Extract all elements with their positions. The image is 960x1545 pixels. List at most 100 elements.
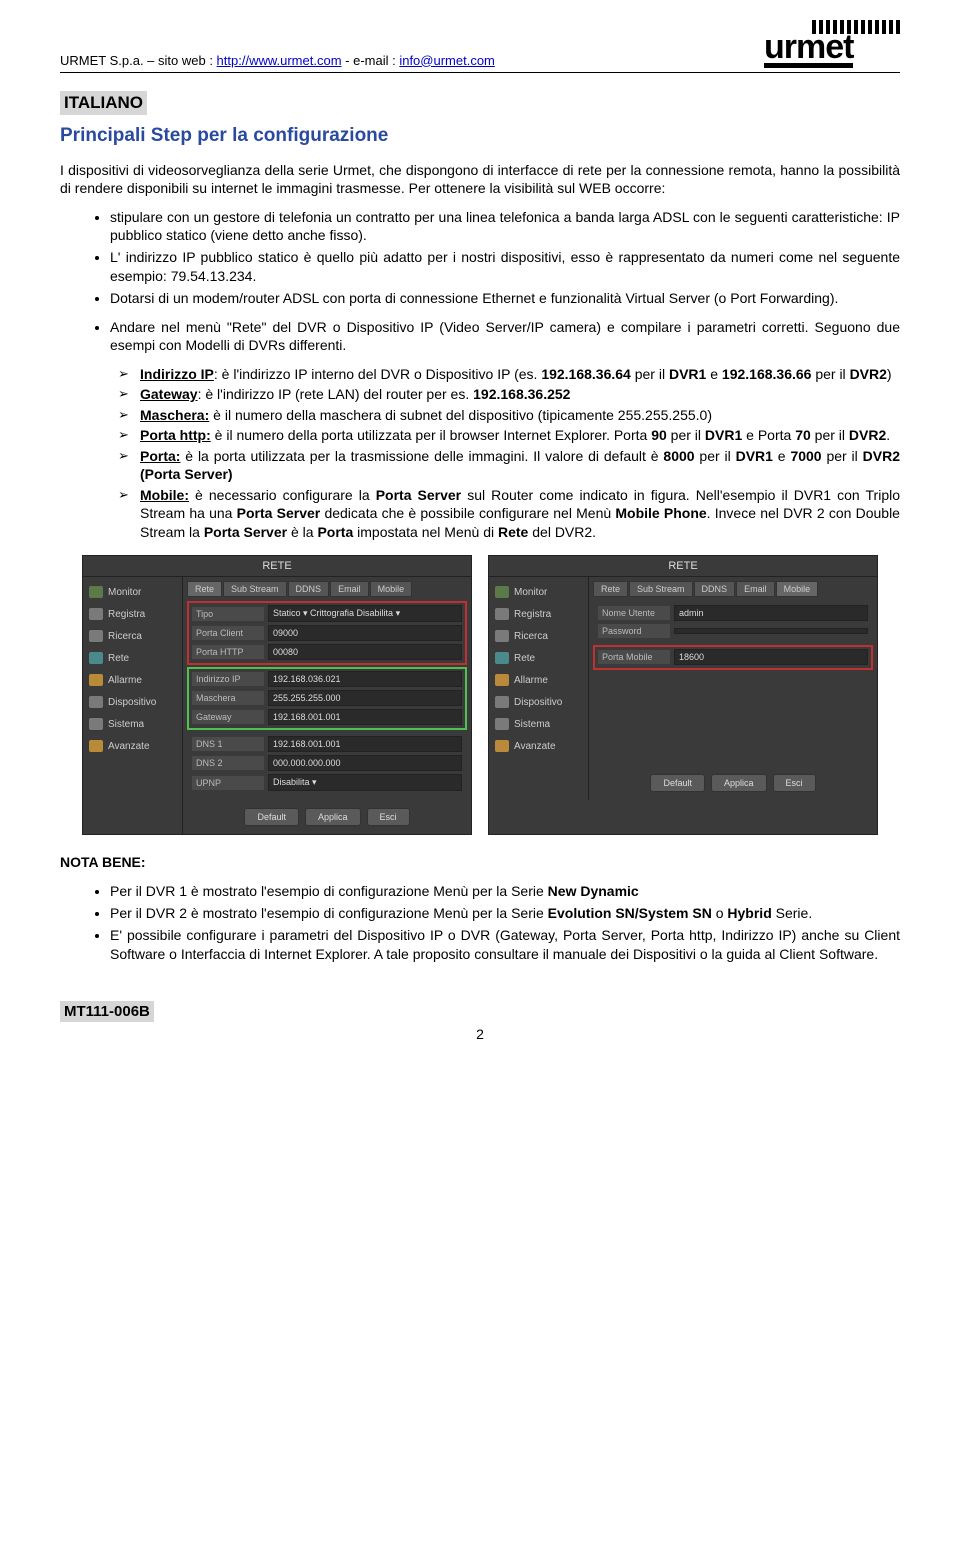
tab-substream[interactable]: Sub Stream xyxy=(223,581,287,597)
field-label: Porta Client xyxy=(192,626,264,640)
applica-button[interactable]: Applica xyxy=(711,774,767,792)
sidebar-item-allarme[interactable]: Allarme xyxy=(489,669,588,691)
field-porta-client[interactable]: 09000 xyxy=(268,625,462,641)
sidebar-item-ricerca[interactable]: Ricerca xyxy=(83,625,182,647)
email-link[interactable]: info@urmet.com xyxy=(399,53,495,68)
page-title: Principali Step per la configurazione xyxy=(60,125,900,147)
tab-rete[interactable]: Rete xyxy=(593,581,628,597)
sidebar-item-monitor[interactable]: Monitor xyxy=(489,581,588,603)
tab-ddns[interactable]: DDNS xyxy=(288,581,330,597)
sidebar-item-allarme[interactable]: Allarme xyxy=(83,669,182,691)
field-group-green: Indirizzo IP 192.168.036.021 Maschera 255.… xyxy=(187,667,467,730)
tab-email[interactable]: Email xyxy=(736,581,775,597)
sidebar-item-dispositivo[interactable]: Dispositivo xyxy=(83,691,182,713)
sidebar-item-ricerca[interactable]: Ricerca xyxy=(489,625,588,647)
sidebar-item-sistema[interactable]: Sistema xyxy=(489,713,588,735)
field-password[interactable] xyxy=(674,628,868,634)
esci-button[interactable]: Esci xyxy=(367,808,410,826)
dvr2-main: Rete Sub Stream DDNS Email Mobile Nome U… xyxy=(589,577,877,800)
field-label: Password xyxy=(598,624,670,638)
list-item: L' indirizzo IP pubblico statico è quell… xyxy=(110,248,900,285)
bullet-list-a: stipulare con un gestore di telefonia un… xyxy=(60,208,900,308)
footer-code: MT111-006B xyxy=(60,1001,154,1022)
sidebar-item-avanzate[interactable]: Avanzate xyxy=(489,735,588,757)
field-label: Porta Mobile xyxy=(598,650,670,664)
field-label: Gateway xyxy=(192,710,264,724)
field-label: Porta HTTP xyxy=(192,645,264,659)
dvr2-panel: RETE Monitor Registra Ricerca Rete Allar… xyxy=(488,555,878,835)
dvr1-panel: RETE Monitor Registra Ricerca Rete Allar… xyxy=(82,555,472,835)
list-item: Porta http: è il numero della porta util… xyxy=(140,426,900,444)
list-item: Mobile: è necessario configurare la Port… xyxy=(140,486,900,541)
field-group-red: Porta Mobile 18600 xyxy=(593,645,873,670)
field-label: UPNP xyxy=(192,776,264,790)
default-button[interactable]: Default xyxy=(244,808,299,826)
header-text: URMET S.p.a. – sito web : http://www.urm… xyxy=(60,53,495,68)
applica-button[interactable]: Applica xyxy=(305,808,361,826)
panel-title: RETE xyxy=(489,556,877,577)
sidebar-item-sistema[interactable]: Sistema xyxy=(83,713,182,735)
esci-button[interactable]: Esci xyxy=(773,774,816,792)
tab-mobile[interactable]: Mobile xyxy=(776,581,819,597)
field-group-red: TipoStatico ▾ Crittografia Disabilita ▾ … xyxy=(187,601,467,665)
sidebar-item-dispositivo[interactable]: Dispositivo xyxy=(489,691,588,713)
company-label: URMET S.p.a. – sito web : xyxy=(60,53,217,68)
list-item: Andare nel menù "Rete" del DVR o Disposi… xyxy=(110,318,900,355)
field-gateway[interactable]: 192.168.001.001 xyxy=(268,709,462,725)
website-link[interactable]: http://www.urmet.com xyxy=(217,53,342,68)
sidebar-item-registra[interactable]: Registra xyxy=(83,603,182,625)
dvr2-tabs: Rete Sub Stream DDNS Email Mobile xyxy=(593,581,873,597)
page-number: 2 xyxy=(60,1026,900,1042)
tab-rete[interactable]: Rete xyxy=(187,581,222,597)
email-label: - e-mail : xyxy=(342,53,400,68)
dvr1-tabs: Rete Sub Stream DDNS Email Mobile xyxy=(187,581,467,597)
logo-text: urmet xyxy=(764,32,853,68)
tab-substream[interactable]: Sub Stream xyxy=(629,581,693,597)
tab-mobile[interactable]: Mobile xyxy=(370,581,413,597)
intro-text: I dispositivi di videosorveglianza della… xyxy=(60,161,900,198)
field-tipo[interactable]: Statico ▾ Crittografia Disabilita ▾ xyxy=(268,605,462,622)
field-label: DNS 2 xyxy=(192,756,264,770)
field-maschera[interactable]: 255.255.255.000 xyxy=(268,690,462,706)
list-item: Gateway: è l'indirizzo IP (rete LAN) del… xyxy=(140,385,900,403)
logo: urmet xyxy=(764,20,900,68)
field-label: Nome Utente xyxy=(598,606,670,620)
field-nome-utente[interactable]: admin xyxy=(674,605,868,621)
field-group-plain: DNS 1 192.168.001.001 DNS 2 000.000.000.00… xyxy=(187,732,467,796)
dvr2-sidebar: Monitor Registra Ricerca Rete Allarme Di… xyxy=(489,577,589,800)
list-item: Porta: è la porta utilizzata per la tras… xyxy=(140,447,900,484)
sidebar-item-registra[interactable]: Registra xyxy=(489,603,588,625)
list-item: Dotarsi di un modem/router ADSL con port… xyxy=(110,289,900,307)
dvr1-main: Rete Sub Stream DDNS Email Mobile Tipo St… xyxy=(183,577,471,834)
screenshots-row: RETE Monitor Registra Ricerca Rete Allar… xyxy=(60,555,900,835)
default-button[interactable]: Default xyxy=(650,774,705,792)
list-item: E' possibile configurare i parametri del… xyxy=(110,926,900,963)
field-label: DNS 1 xyxy=(192,737,264,751)
sidebar-item-monitor[interactable]: Monitor xyxy=(83,581,182,603)
field-label: Maschera xyxy=(192,691,264,705)
list-item: Per il DVR 1 è mostrato l'esempio di con… xyxy=(110,882,900,900)
field-group-plain: Nome Utente admin Password xyxy=(593,601,873,643)
field-upnp[interactable]: Disabilita ▾ xyxy=(268,774,462,791)
tab-ddns[interactable]: DDNS xyxy=(694,581,736,597)
field-label: Tipo xyxy=(192,607,264,621)
sidebar-item-avanzate[interactable]: Avanzate xyxy=(83,735,182,757)
language-label: ITALIANO xyxy=(60,91,147,115)
list-item: Indirizzo IP: è l'indirizzo IP interno d… xyxy=(140,365,900,383)
list-item: stipulare con un gestore di telefonia un… xyxy=(110,208,900,245)
tab-email[interactable]: Email xyxy=(330,581,369,597)
field-indirizzo-ip[interactable]: 192.168.036.021 xyxy=(268,671,462,687)
panel-title: RETE xyxy=(83,556,471,577)
field-dns2[interactable]: 000.000.000.000 xyxy=(268,755,462,771)
page-header: URMET S.p.a. – sito web : http://www.urm… xyxy=(60,20,900,73)
field-porta-mobile[interactable]: 18600 xyxy=(674,649,868,665)
sidebar-item-rete[interactable]: Rete xyxy=(489,647,588,669)
field-dns1[interactable]: 192.168.001.001 xyxy=(268,736,462,752)
list-item: Maschera: è il numero della maschera di … xyxy=(140,406,900,424)
dvr1-buttons: Default Applica Esci xyxy=(187,804,467,830)
field-label: Indirizzo IP xyxy=(192,672,264,686)
sidebar-item-rete[interactable]: Rete xyxy=(83,647,182,669)
field-porta-http[interactable]: 00080 xyxy=(268,644,462,660)
arrow-list: Indirizzo IP: è l'indirizzo IP interno d… xyxy=(60,365,900,541)
bullet-list-b: Andare nel menù "Rete" del DVR o Disposi… xyxy=(60,318,900,355)
